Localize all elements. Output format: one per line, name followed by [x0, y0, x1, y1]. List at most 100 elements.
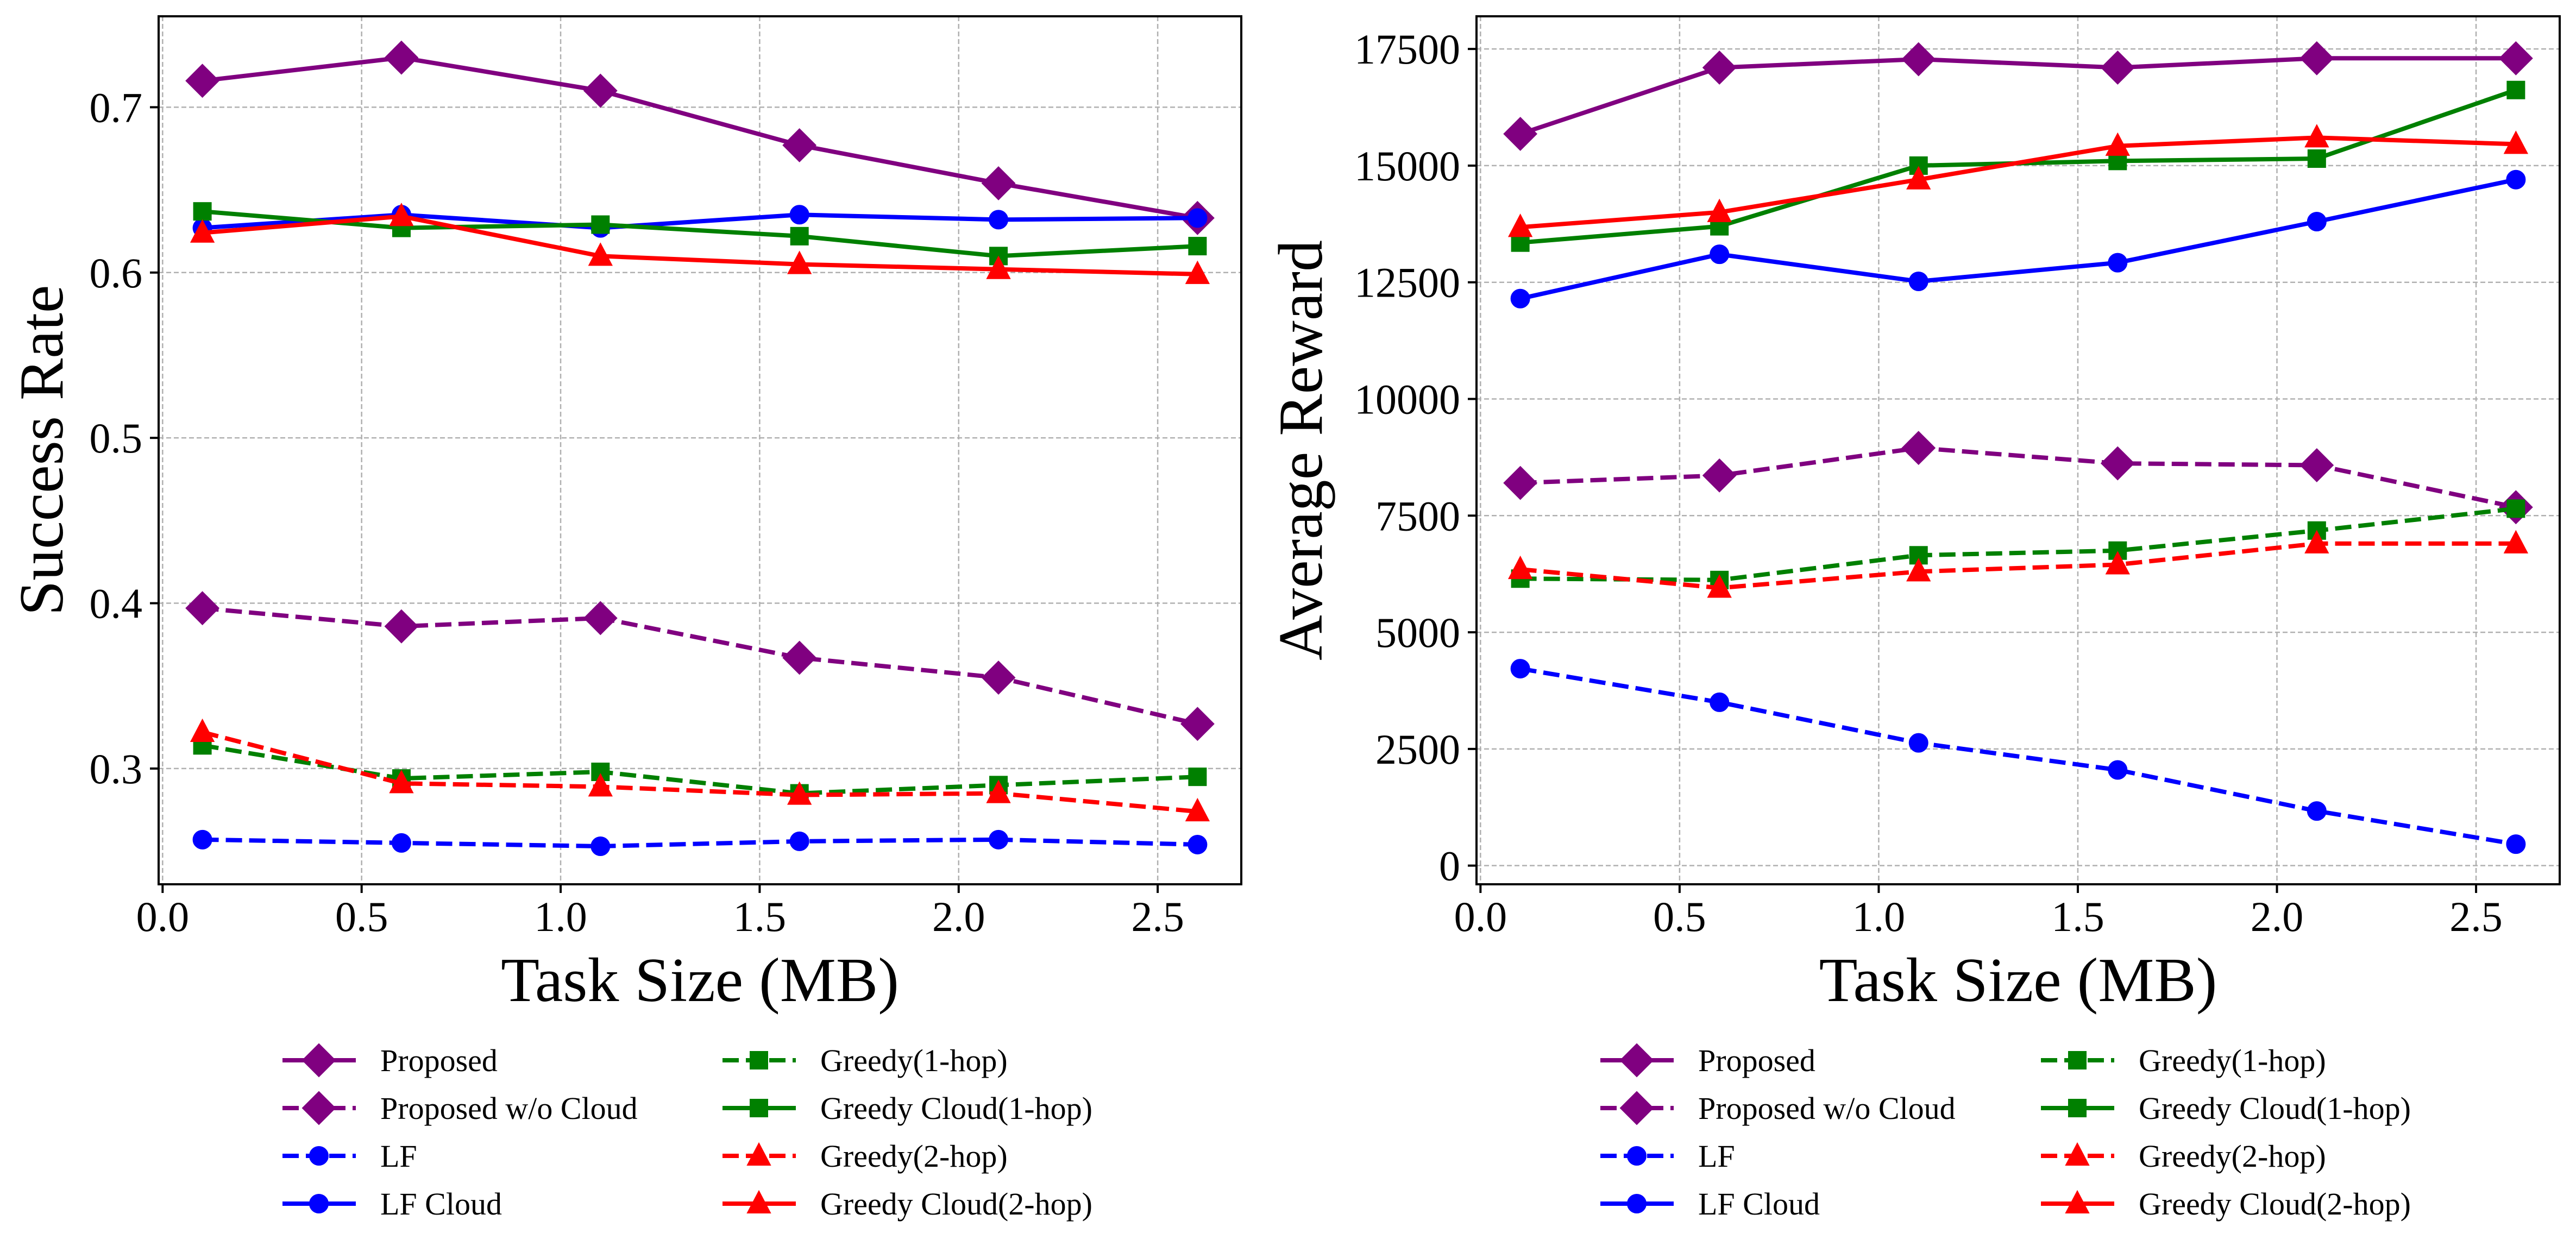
- x-tick-label: 0.0: [1454, 893, 1507, 940]
- series-line: [1520, 541, 2516, 590]
- data-point: [1901, 431, 1936, 465]
- data-point: [2506, 80, 2525, 99]
- data-point: [1906, 558, 1931, 582]
- data-point: [782, 640, 817, 675]
- y-tick-label: 2500: [1375, 726, 1460, 773]
- data-point: [2108, 253, 2128, 273]
- data-point: [981, 166, 1016, 200]
- legend-label: Proposed: [380, 1043, 498, 1078]
- data-point: [1188, 208, 1208, 228]
- data-point: [1707, 574, 1732, 598]
- legend-item: Greedy Cloud(1-hop): [722, 1091, 1092, 1126]
- data-point: [1185, 797, 1210, 822]
- data-point: [190, 219, 215, 243]
- legend-marker: [309, 1146, 329, 1166]
- series-6: [190, 718, 1210, 822]
- y-tick-label: 17500: [1354, 26, 1460, 73]
- plot-frame: [158, 15, 1242, 885]
- data-point: [1180, 707, 1215, 741]
- series-line: [1520, 445, 2517, 509]
- y-tick-label: 0.7: [90, 84, 143, 131]
- legend-label: LF Cloud: [1698, 1186, 1820, 1222]
- data-point: [1188, 237, 1207, 256]
- series-line: [1519, 56, 2516, 136]
- data-point: [2304, 530, 2329, 553]
- y-tick-label: 10000: [1354, 375, 1460, 423]
- series-5: [1511, 80, 2525, 252]
- data-point: [989, 829, 1009, 850]
- x-axis-label: Task Size (MB): [1819, 946, 2217, 1015]
- legend-marker: [2068, 1099, 2087, 1117]
- x-tick-label: 2.0: [2251, 893, 2304, 940]
- chart-panel-1: 0.0 0.5 1.0 1.5 2.0 2.5 0.3 0.4 0.5 0.6 0.7 Task Si…: [7, 15, 1242, 1222]
- plot-frame: [1475, 15, 2561, 885]
- chart-panel-2: 0.0 0.5 1.0 1.5 2.0 2.5 0 2500 5000 7500 10000 1250…: [1266, 15, 2561, 1222]
- y-tick-label: 0.4: [90, 580, 143, 627]
- data-point: [1702, 458, 1737, 493]
- legend-marker: [2065, 1142, 2090, 1166]
- series-5: [193, 202, 1207, 266]
- series-1: [185, 591, 1215, 741]
- series-line: [1520, 506, 2516, 582]
- y-tick-label: 0.5: [90, 414, 143, 462]
- data-point: [1906, 166, 1931, 190]
- legend-marker: [1627, 1146, 1647, 1166]
- data-point: [989, 210, 1009, 230]
- data-point: [2307, 212, 2327, 232]
- legend-marker: [301, 1091, 336, 1125]
- data-point: [1707, 198, 1732, 222]
- data-point: [588, 242, 613, 266]
- y-tick-label: 0.3: [90, 745, 143, 792]
- data-point: [986, 779, 1011, 803]
- series-line: [1520, 135, 2516, 230]
- data-point: [2304, 124, 2329, 148]
- x-tick-label: 0.5: [335, 893, 388, 940]
- y-axis-label: Average Reward: [1266, 240, 1336, 660]
- data-point: [2503, 530, 2529, 553]
- data-point: [787, 781, 812, 805]
- legend: Proposed Proposed w/o Cloud LF LF Cloud Gree…: [282, 1043, 1092, 1222]
- series-7: [1507, 124, 2529, 237]
- data-point: [2105, 551, 2130, 575]
- legend-label: Greedy(2-hop): [820, 1138, 1008, 1174]
- legend-item: Greedy Cloud(1-hop): [2041, 1091, 2411, 1126]
- legend-label: Greedy Cloud(1-hop): [2139, 1091, 2411, 1126]
- data-point: [1908, 271, 1928, 291]
- legend-label: LF Cloud: [380, 1186, 502, 1222]
- legend-item: Proposed w/o Cloud: [282, 1091, 638, 1126]
- data-point: [1188, 767, 1207, 787]
- legend-label: Proposed w/o Cloud: [1698, 1091, 1956, 1126]
- data-point: [782, 128, 817, 162]
- data-point: [1507, 555, 1533, 580]
- data-point: [2100, 446, 2135, 481]
- data-point: [2506, 499, 2525, 518]
- legend: Proposed Proposed w/o Cloud LF LF Cloud Gree…: [1600, 1043, 2411, 1222]
- data-point: [588, 773, 613, 797]
- data-point: [1710, 244, 1730, 265]
- legend-item: LF Cloud: [1600, 1186, 1820, 1222]
- legend-marker: [746, 1190, 771, 1213]
- series-line: [202, 209, 1198, 259]
- data-point: [981, 660, 1016, 695]
- legend-label: Greedy(2-hop): [2139, 1138, 2326, 1174]
- series-line: [202, 730, 1198, 814]
- legend-item: LF: [1600, 1138, 1735, 1174]
- legend-label: Proposed w/o Cloud: [380, 1091, 638, 1126]
- data-point: [1710, 692, 1730, 712]
- legend-item: LF Cloud: [282, 1186, 502, 1222]
- series-0: [185, 40, 1215, 235]
- legend-marker: [301, 1043, 336, 1078]
- series-line: [1520, 87, 2517, 245]
- data-point: [190, 718, 215, 742]
- data-point: [384, 609, 419, 644]
- legend-item: Proposed w/o Cloud: [1600, 1091, 1956, 1126]
- data-point: [2307, 149, 2326, 168]
- legend-label: Greedy(1-hop): [2139, 1043, 2326, 1078]
- legend-marker: [750, 1051, 768, 1069]
- data-point: [2105, 132, 2130, 156]
- legend-label: Proposed: [1698, 1043, 1815, 1078]
- data-point: [787, 250, 812, 274]
- legend-marker: [1619, 1043, 1654, 1078]
- legend-label: LF: [1698, 1138, 1735, 1174]
